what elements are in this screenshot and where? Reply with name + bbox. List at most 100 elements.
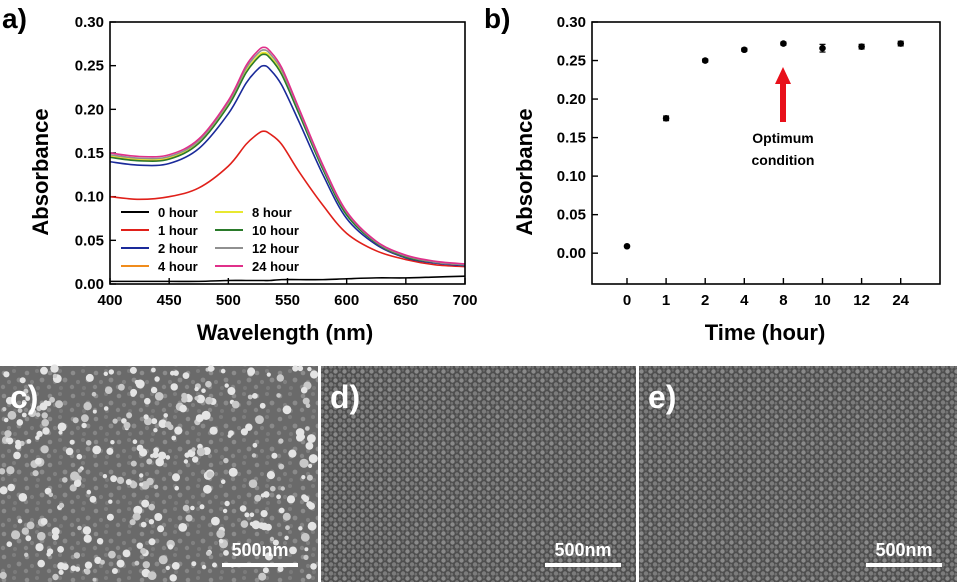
chart-b-ytick-label: 0.10 xyxy=(557,168,586,185)
nanoparticle xyxy=(126,412,133,419)
nanoparticle xyxy=(81,414,89,423)
chart-a-ylabel: Absorbance xyxy=(28,108,53,235)
nanoparticle xyxy=(146,458,153,465)
chart-b-xtick-label: 12 xyxy=(853,292,870,309)
nanoparticle xyxy=(7,483,15,492)
nanoparticle xyxy=(144,397,151,405)
sem-image-e-surface xyxy=(639,366,957,582)
nanoparticle xyxy=(62,477,68,483)
nanoparticle xyxy=(42,427,50,435)
nanoparticle xyxy=(248,479,258,489)
chart-a-ytick-label: 0.25 xyxy=(75,58,104,75)
nanoparticle xyxy=(307,521,317,531)
nanoparticle xyxy=(298,526,303,531)
nanoparticle xyxy=(57,562,65,570)
nanoparticle xyxy=(77,468,83,473)
annotation-line-1: Optimum xyxy=(752,130,813,146)
nanoparticle xyxy=(211,516,220,526)
nanoparticle xyxy=(247,367,256,376)
nanoparticle xyxy=(270,485,276,492)
legend-label: 0 hour xyxy=(158,205,198,220)
scale-bar-d-label: 500nm xyxy=(554,540,611,560)
nanoparticle xyxy=(104,386,113,395)
nanoparticle xyxy=(245,423,253,431)
nanoparticle xyxy=(142,561,150,569)
nanoparticle xyxy=(190,505,195,511)
data-point xyxy=(780,40,787,47)
nanoparticle xyxy=(205,396,213,405)
nanoparticle xyxy=(0,571,7,579)
nanoparticle xyxy=(82,526,92,535)
panel-a-label: a) xyxy=(2,3,27,34)
nanoparticle xyxy=(307,366,312,372)
nanoparticle xyxy=(296,434,304,442)
nanoparticle xyxy=(57,546,64,553)
nanoparticle xyxy=(302,495,310,503)
nanoparticle xyxy=(227,387,236,395)
nanoparticle xyxy=(2,407,7,412)
nanoparticle xyxy=(196,394,206,404)
nanoparticle xyxy=(276,374,284,382)
nanoparticle xyxy=(132,439,138,445)
nanoparticle xyxy=(310,370,319,379)
nanoparticle xyxy=(91,391,97,397)
nanoparticle xyxy=(272,539,279,546)
chart-a-xtick-label: 450 xyxy=(157,292,182,309)
chart-a-xtick-label: 500 xyxy=(216,292,241,309)
nanoparticle xyxy=(26,439,32,444)
nanoparticle xyxy=(72,417,79,424)
nanoparticle xyxy=(17,408,23,413)
legend-label: 4 hour xyxy=(158,259,198,274)
nanoparticle xyxy=(148,519,155,525)
nanoparticle xyxy=(249,521,254,527)
panel-b-label: b) xyxy=(484,3,510,34)
nanoparticle xyxy=(252,442,258,448)
sem-image-c: c) 500nm xyxy=(0,364,319,582)
nanoparticle xyxy=(299,458,309,468)
chart-b-ticks: 0.000.050.100.150.200.250.300 1 2 4 8 10 12 24 xyxy=(557,14,910,309)
nanoparticle xyxy=(28,408,37,418)
nanoparticle xyxy=(276,393,281,398)
data-point xyxy=(819,44,826,52)
chart-b-xtick-label: 1 xyxy=(662,292,670,309)
nanoparticle xyxy=(308,454,318,464)
optimum-arrow xyxy=(775,67,791,122)
nanoparticle xyxy=(277,566,284,572)
nanoparticle xyxy=(106,513,114,521)
nanoparticle xyxy=(158,419,168,429)
nanoparticle xyxy=(155,457,164,467)
nanoparticle xyxy=(110,440,115,445)
nanoparticle xyxy=(121,418,127,424)
nanoparticle xyxy=(171,435,177,441)
series-line-12-hour xyxy=(109,49,466,266)
nanoparticle xyxy=(286,495,296,504)
series-line-24-hour xyxy=(109,46,466,265)
nanoparticle xyxy=(69,439,75,445)
nanoparticle xyxy=(139,482,144,487)
chart-a-ytick-label: 0.15 xyxy=(75,145,104,162)
nanoparticle xyxy=(58,502,65,509)
chart-b: b) Absorbance Time (hour) 0.00 0.05 0.10 0.… xyxy=(484,3,941,345)
nanoparticle xyxy=(179,404,187,413)
nanoparticle xyxy=(25,396,31,401)
chart-a-xlabel: Wavelength (nm) xyxy=(197,320,373,345)
chart-a-ytick-label: 0.30 xyxy=(75,14,104,31)
nanoparticle xyxy=(199,504,205,510)
nanoparticle xyxy=(154,513,163,521)
nanoparticle xyxy=(254,494,262,502)
nanoparticle xyxy=(191,561,197,567)
chart-b-annotation: Optimum condition xyxy=(752,67,815,168)
nanoparticle xyxy=(133,505,143,515)
nanoparticle xyxy=(11,530,21,540)
nanoparticle xyxy=(57,422,67,432)
nanoparticle xyxy=(6,466,15,475)
nanoparticle xyxy=(305,426,310,431)
nanoparticle xyxy=(297,365,304,372)
nanoparticle xyxy=(183,459,189,464)
nanoparticle xyxy=(154,392,164,401)
nanoparticle xyxy=(76,453,83,460)
nanoparticle xyxy=(23,388,29,394)
nanoparticle xyxy=(73,552,81,559)
nanoparticle xyxy=(308,463,313,468)
nanoparticle xyxy=(216,529,225,539)
